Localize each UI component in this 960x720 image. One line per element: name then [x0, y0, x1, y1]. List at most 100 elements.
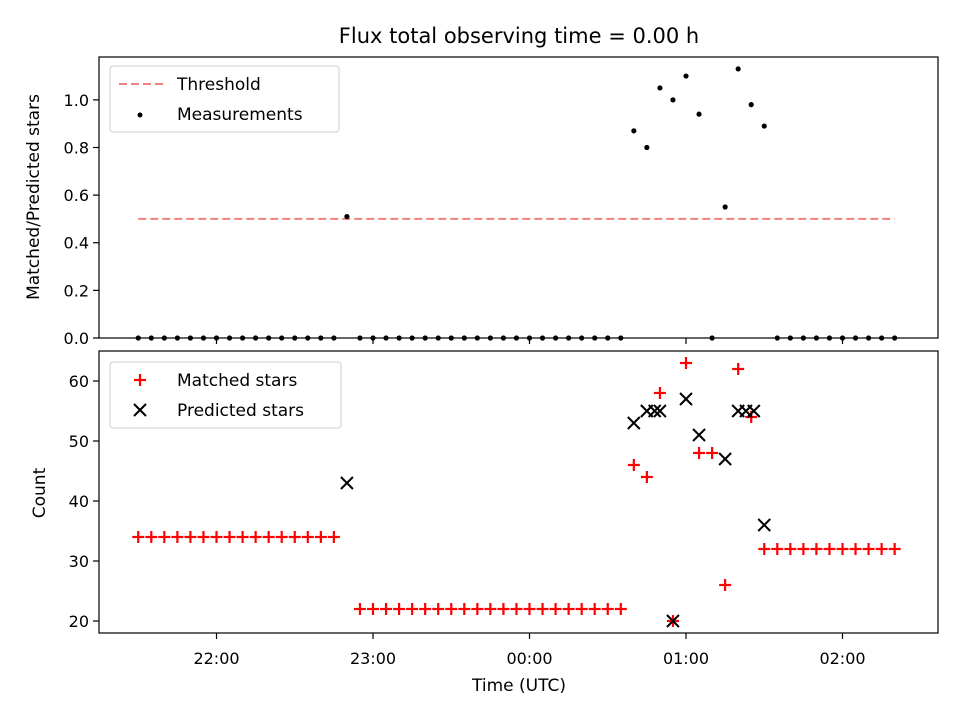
matched-star-point-6 [210, 531, 223, 543]
measurement-point-13 [305, 335, 311, 341]
measurement-point-8 [239, 335, 246, 341]
ratio-ytick-label-3: 0.6 [64, 186, 89, 205]
measurement-point-15 [331, 335, 337, 341]
matched-star-point-38 [640, 471, 653, 483]
matched-star-point-50 [797, 543, 810, 555]
matched-star-point-14 [314, 531, 327, 543]
matched-star-point-54 [849, 543, 862, 555]
x-tick-label-2: 00:00 [506, 649, 552, 668]
measurement-point-26 [474, 335, 480, 341]
count-ytick-label-1: 30 [69, 552, 89, 571]
matched-star-point-32 [562, 603, 575, 615]
count-ytick-label-0: 20 [69, 612, 89, 631]
matched-star-point-1 [145, 531, 158, 543]
measurement-point-42 [683, 73, 689, 79]
count-legend: Matched stars Predicted stars [109, 361, 342, 429]
measurement-point-19 [383, 335, 389, 341]
measurement-point-46 [735, 66, 741, 72]
ratio-y-axis-label: Matched/Predicted stars [24, 94, 44, 300]
legend-predicted-swatch [133, 403, 147, 417]
measurement-point-39 [644, 144, 650, 151]
predicted-star-point-5 [666, 614, 680, 628]
matched-star-point-35 [601, 603, 614, 615]
measurement-point-41 [670, 97, 676, 103]
measurement-point-23 [435, 335, 441, 341]
measurement-point-27 [487, 335, 493, 341]
ratio-ytick-label-2: 0.4 [64, 234, 89, 253]
matched-star-point-23 [445, 603, 458, 615]
matched-star-point-8 [236, 531, 249, 543]
matched-star-point-5 [197, 531, 210, 543]
x-tick-label-3: 01:00 [663, 649, 709, 668]
legend-threshold-label: Threshold [176, 75, 261, 95]
measurement-point-4 [187, 335, 194, 341]
matched-star-point-21 [419, 603, 432, 615]
matched-star-point-49 [784, 543, 797, 555]
measurement-point-32 [552, 335, 559, 341]
ratio-ytick-label-0: 0.0 [64, 329, 89, 348]
matched-star-point-39 [653, 387, 666, 399]
measurement-point-31 [539, 335, 546, 341]
legend-predicted-label: Predicted stars [177, 401, 304, 421]
matched-star-point-31 [549, 603, 562, 615]
measurement-point-52 [813, 335, 820, 341]
measurement-point-37 [618, 335, 624, 341]
measurement-point-49 [774, 335, 780, 341]
matched-star-point-41 [680, 357, 692, 369]
measurement-point-11 [279, 335, 285, 341]
measurement-point-29 [513, 335, 520, 341]
measurement-point-21 [409, 335, 415, 341]
predicted-star-point-1 [627, 416, 641, 430]
measurement-point-9 [253, 335, 259, 341]
predicted-star-point-3 [647, 404, 662, 418]
count-ytick-label-2: 40 [69, 492, 89, 511]
chart-title: Flux total observing time = 0.00 h [339, 24, 699, 48]
matched-star-point-9 [249, 531, 262, 543]
measurement-point-3 [174, 335, 180, 341]
matched-star-point-29 [523, 603, 536, 615]
matched-star-point-43 [706, 447, 719, 459]
measurement-point-20 [396, 335, 402, 341]
count-plot-area [98, 350, 939, 634]
measurement-point-51 [800, 335, 806, 341]
ratio-ytick-label-5: 1.0 [64, 91, 89, 110]
matched-star-point-19 [393, 603, 406, 615]
predicted-star-point-12 [757, 518, 771, 532]
x-tick-label-4: 02:00 [819, 649, 865, 668]
matched-star-point-3 [171, 531, 184, 543]
measurement-point-33 [566, 335, 572, 341]
matched-star-point-30 [536, 603, 549, 615]
measurement-point-5 [200, 335, 207, 341]
matched-star-point-0 [132, 531, 145, 543]
matched-star-point-26 [484, 603, 497, 615]
predicted-star-point-6 [679, 392, 693, 406]
measurement-point-34 [579, 335, 585, 341]
predicted-star-point-4 [653, 404, 667, 418]
matched-star-point-17 [367, 603, 379, 615]
measurement-point-28 [500, 335, 507, 341]
measurement-point-35 [592, 335, 598, 341]
matched-star-point-56 [875, 543, 888, 555]
measurement-point-53 [826, 335, 833, 341]
matched-star-point-42 [693, 447, 706, 459]
measurement-point-1 [148, 335, 154, 341]
matched-star-point-27 [497, 603, 510, 615]
matched-star-point-20 [406, 603, 419, 615]
count-ytick-label-3: 50 [69, 432, 89, 451]
predicted-star-point-8 [718, 452, 732, 466]
predicted-star-point-11 [747, 404, 761, 418]
matched-star-point-2 [158, 531, 171, 543]
count-y-axis-label: Count [30, 467, 50, 518]
matched-star-point-28 [510, 603, 523, 615]
matched-star-point-16 [353, 603, 366, 615]
measurement-point-14 [318, 335, 324, 341]
count-panel: 20 30 40 50 60 22:00 23:00 00:00 01:00 02:00 Cou… [30, 350, 939, 696]
matched-star-point-36 [614, 603, 627, 615]
matched-star-point-12 [288, 531, 301, 543]
measurement-point-24 [448, 335, 454, 341]
measurement-point-40 [657, 85, 663, 91]
matched-star-point-53 [836, 543, 849, 555]
legend-matched-label: Matched stars [177, 371, 297, 391]
ratio-ytick-label-1: 0.2 [64, 281, 89, 300]
